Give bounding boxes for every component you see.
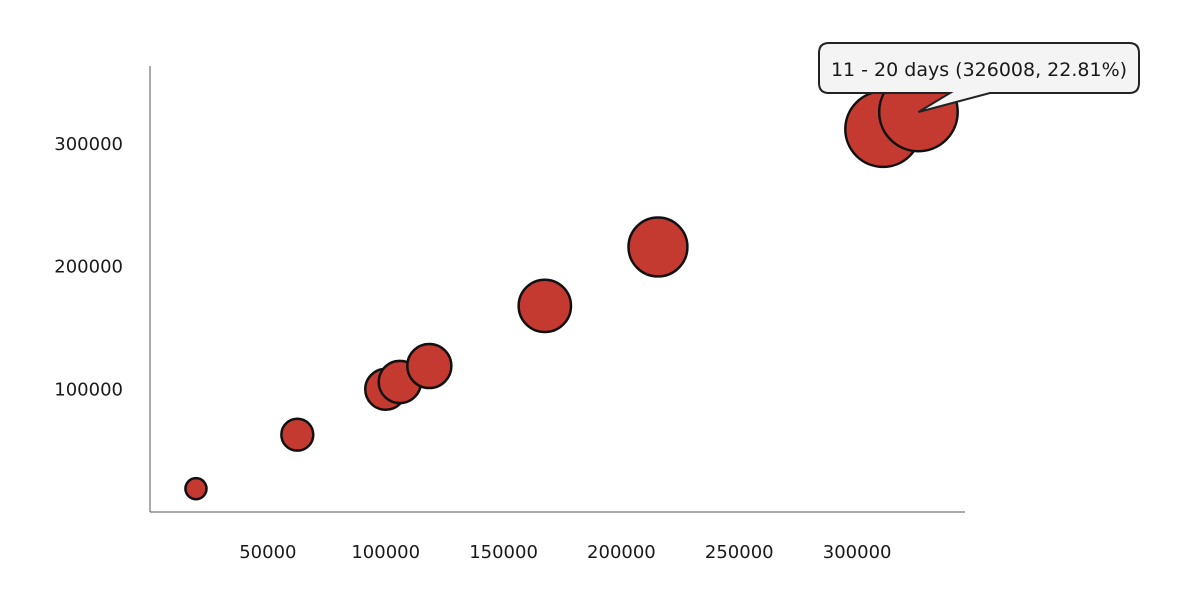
- bubble-point[interactable]: [517, 278, 573, 334]
- x-tick-label: 150000: [469, 542, 538, 563]
- bubble-point[interactable]: [627, 216, 689, 278]
- x-tick-label: 300000: [823, 542, 892, 563]
- tooltip-text: 11 - 20 days (326008, 22.81%): [831, 59, 1127, 81]
- x-tick-label: 250000: [705, 542, 774, 563]
- chart-axes: [149, 66, 965, 513]
- x-tick-label: 200000: [587, 542, 656, 563]
- tooltip-box: [818, 42, 1140, 113]
- bubble-series: [184, 71, 959, 501]
- x-tick-labels: 50000 100000 150000 200000 250000 300000: [239, 542, 891, 563]
- y-tick-label: 300000: [54, 134, 123, 155]
- tooltip: 11 - 20 days (326008, 22.81%): [818, 42, 1140, 113]
- y-tick-label: 200000: [54, 257, 123, 278]
- bubble-point[interactable]: [406, 342, 453, 390]
- x-tick-label: 100000: [351, 542, 420, 563]
- y-tick-label: 100000: [54, 379, 123, 400]
- y-tick-labels: 100000 200000 300000: [54, 134, 123, 400]
- bubble-point[interactable]: [280, 417, 315, 452]
- x-tick-label: 50000: [239, 542, 296, 563]
- bubble-point[interactable]: [184, 476, 208, 501]
